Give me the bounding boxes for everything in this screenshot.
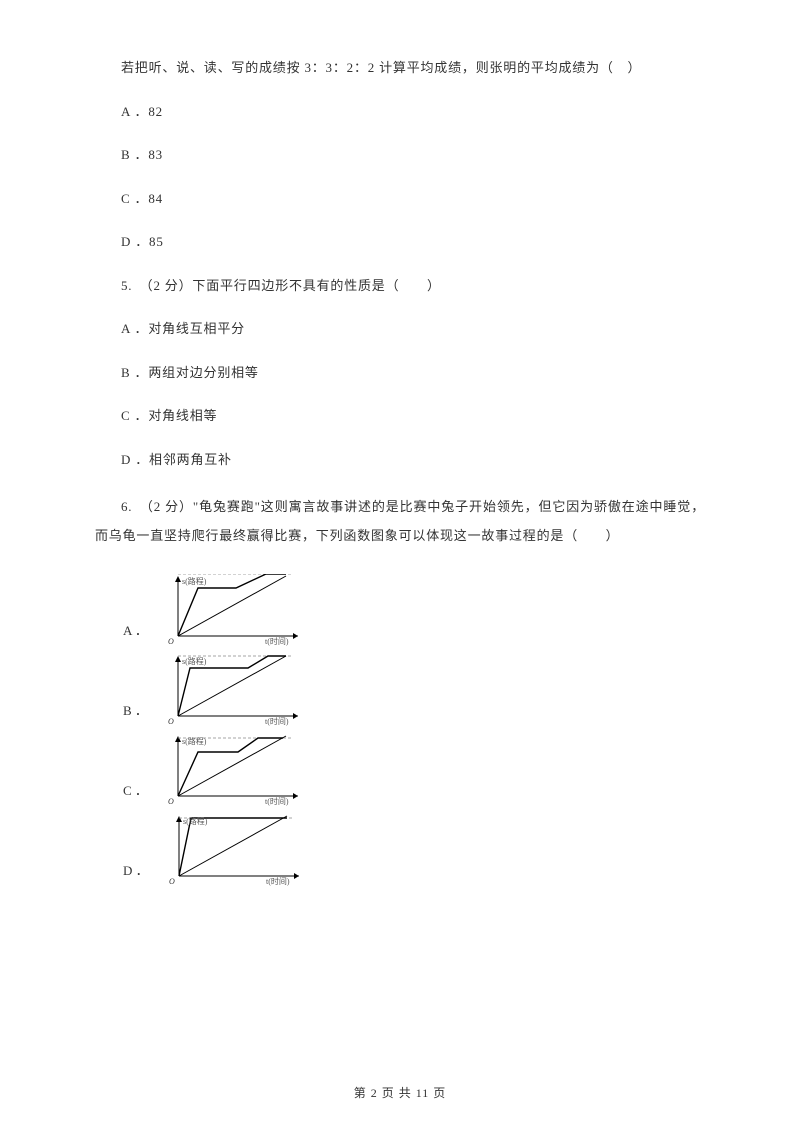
q5-option-a: A ．对角线互相平分 xyxy=(95,319,705,339)
q6-option-d-row: D ． s(路程) t(时间) O xyxy=(123,814,705,886)
svg-text:t(时间): t(时间) xyxy=(265,796,289,806)
q4-option-c: C ．84 xyxy=(95,189,705,209)
svg-text:O: O xyxy=(168,637,174,646)
page-footer: 第 2 页 共 11 页 xyxy=(0,1084,800,1102)
q6-graph-c: s(路程) t(时间) O xyxy=(158,734,303,806)
svg-text:O: O xyxy=(168,797,174,806)
q4-option-b: B ．83 xyxy=(95,145,705,165)
svg-text:s(路程): s(路程) xyxy=(182,736,207,746)
q4-option-a: A ．82 xyxy=(95,102,705,122)
svg-text:t(时间): t(时间) xyxy=(265,636,289,646)
q5-option-b: B ．两组对边分别相等 xyxy=(95,363,705,383)
q5-option-d: D ．相邻两角互补 xyxy=(95,450,705,470)
svg-text:s(路程): s(路程) xyxy=(182,656,207,666)
q6-graph-a: s(路程) t(时间) O xyxy=(158,574,303,646)
svg-text:t(时间): t(时间) xyxy=(266,876,290,886)
svg-text:s(路程): s(路程) xyxy=(182,576,207,586)
svg-text:O: O xyxy=(168,717,174,726)
q5-stem: 5. （2 分）下面平行四边形不具有的性质是（ ） xyxy=(95,276,705,296)
svg-text:s(路程): s(路程) xyxy=(183,816,208,826)
q4-stem: 若把听、说、读、写的成绩按 3：3：2：2 计算平均成绩，则张明的平均成绩为（ … xyxy=(95,58,705,78)
q6-label-c: C ． xyxy=(123,781,148,801)
q6-stem: 6. （2 分）"龟兔赛跑"这则寓言故事讲述的是比赛中兔子开始领先，但它因为骄傲… xyxy=(95,493,705,550)
q6-label-b: B ． xyxy=(123,701,148,721)
q6-option-b-row: B ． s(路程) t(时间) O xyxy=(123,654,705,726)
svg-text:t(时间): t(时间) xyxy=(265,716,289,726)
q6-label-d: D ． xyxy=(123,861,149,881)
q6-graph-b: s(路程) t(时间) O xyxy=(158,654,303,726)
svg-text:O: O xyxy=(169,877,175,886)
q6-option-c-row: C ． s(路程) t(时间) O xyxy=(123,734,705,806)
q6-graph-d: s(路程) t(时间) O xyxy=(159,814,304,886)
q6-option-a-row: A ． s(路程) t(时间) O xyxy=(123,574,705,646)
q4-option-d: D ．85 xyxy=(95,232,705,252)
q6-label-a: A ． xyxy=(123,621,148,641)
q5-option-c: C ．对角线相等 xyxy=(95,406,705,426)
